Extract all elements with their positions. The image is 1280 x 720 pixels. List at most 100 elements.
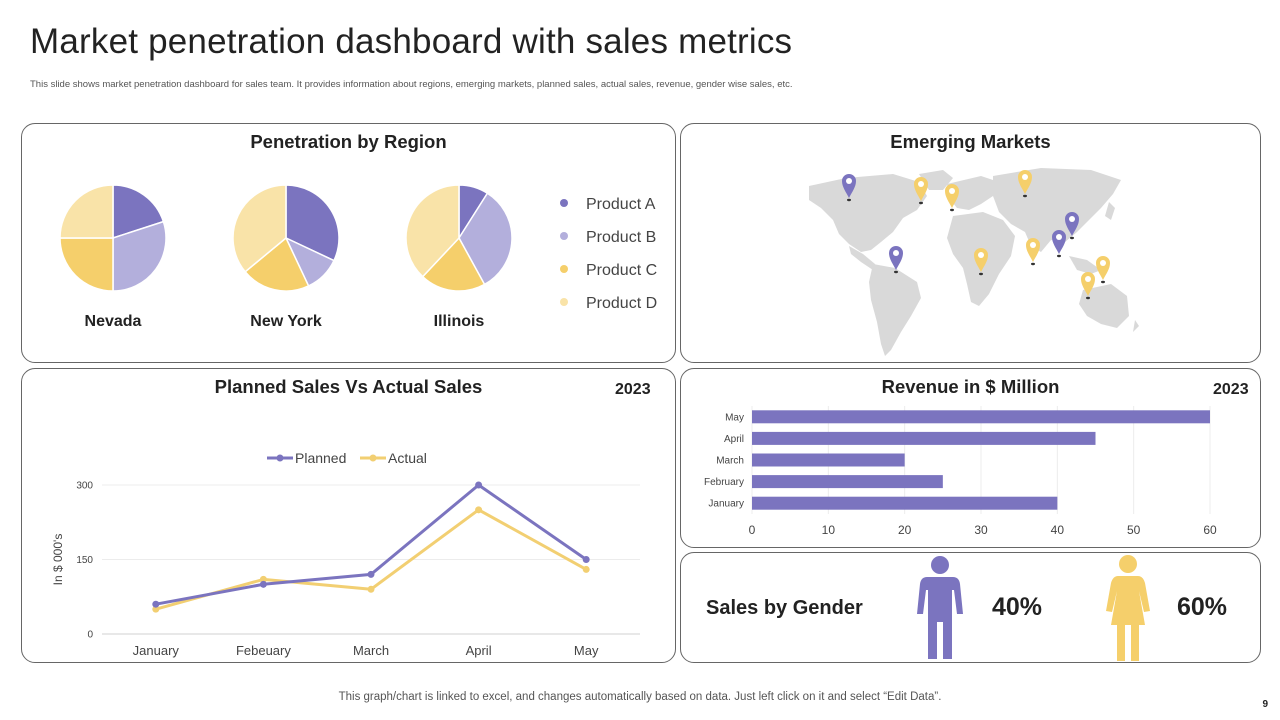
- data-point-actual[interactable]: [475, 506, 483, 514]
- market-pins: [842, 170, 1110, 300]
- map-pin-icon[interactable]: [1052, 230, 1066, 258]
- map-pin-icon[interactable]: [1065, 212, 1079, 240]
- gender-panel: Sales by Gender 40% 60%: [680, 552, 1261, 663]
- planned-actual-panel: Planned Sales Vs Actual Sales 2023 0 150 3…: [21, 368, 676, 663]
- x-tick-label: 30: [974, 523, 988, 537]
- y-tick-label: 150: [76, 555, 93, 566]
- penetration-title: Penetration by Region: [250, 131, 447, 152]
- map-pin-icon[interactable]: [1081, 272, 1095, 300]
- pie-slice-new-york-product-d[interactable]: [232, 184, 287, 273]
- legend-marker: [560, 265, 568, 273]
- pie-slice-nevada-product-a[interactable]: [112, 184, 165, 240]
- bar-march[interactable]: [752, 453, 905, 467]
- y-tick-label: March: [716, 456, 744, 467]
- map-pin-icon[interactable]: [842, 174, 856, 202]
- x-tick-label: Febeuary: [236, 643, 291, 658]
- page-number: 9: [1262, 699, 1268, 710]
- gender-label: Sales by Gender: [706, 597, 863, 619]
- bar-april[interactable]: [752, 431, 1096, 445]
- pie-label: Nevada: [85, 313, 142, 330]
- data-point-planned[interactable]: [259, 580, 267, 588]
- data-point-planned[interactable]: [475, 481, 483, 489]
- bar-may[interactable]: [752, 410, 1210, 424]
- male-icon: [917, 556, 963, 659]
- map-pin-icon[interactable]: [1018, 170, 1032, 198]
- y-tick-label: February: [704, 477, 744, 488]
- pie-label: Illinois: [434, 313, 485, 330]
- europe-shape: [947, 176, 999, 210]
- legend-label: Product C: [586, 262, 657, 279]
- page-title: Market penetration dashboard with sales …: [30, 22, 793, 61]
- y-tick-label: 0: [87, 630, 93, 641]
- bar-january[interactable]: [752, 496, 1058, 510]
- legend-marker: [369, 454, 377, 462]
- legend-marker: [560, 298, 568, 306]
- penetration-pies[interactable]: Nevada New York Illinois Product A Product B…: [22, 124, 677, 364]
- female-percentage: 60%: [1177, 593, 1228, 621]
- se-asia-islands-shape: [1069, 256, 1101, 274]
- map-pin-icon[interactable]: [1096, 256, 1110, 284]
- world-map-land: [809, 168, 1139, 356]
- x-tick-label: 40: [1051, 523, 1065, 537]
- map-pin-icon[interactable]: [1026, 238, 1040, 266]
- male-percentage: 40%: [992, 593, 1043, 621]
- x-tick-label: 50: [1127, 523, 1141, 537]
- planned-actual-title: Planned Sales Vs Actual Sales: [214, 376, 483, 397]
- emerging-markets-panel: Emerging Markets: [680, 123, 1261, 363]
- map-pin-icon[interactable]: [889, 246, 903, 274]
- north-america-shape: [809, 174, 927, 252]
- penetration-panel: Penetration by Region Nevada New York Illi…: [21, 123, 676, 363]
- map-pin-icon[interactable]: [945, 184, 959, 212]
- legend-label: Planned: [295, 450, 346, 466]
- x-tick-label: 10: [822, 523, 836, 537]
- page-subtitle: This slide shows market penetration dash…: [30, 79, 793, 90]
- pie-slice-new-york-product-a[interactable]: [285, 184, 340, 262]
- pie-slice-new-york-product-c[interactable]: [244, 236, 310, 292]
- x-tick-label: 0: [749, 523, 756, 537]
- x-tick-label: 20: [898, 523, 912, 537]
- revenue-title: Revenue in $ Million: [881, 376, 1060, 397]
- japan-shape: [1105, 202, 1115, 220]
- bar-february[interactable]: [752, 475, 943, 489]
- data-point-actual[interactable]: [259, 575, 267, 583]
- data-point-actual[interactable]: [582, 565, 590, 573]
- pie-slice-nevada-product-d[interactable]: [59, 184, 114, 239]
- planned-actual-chart[interactable]: 0 150 300 In $ 000's January Febeuary March Apr…: [22, 369, 677, 664]
- female-icon: [1106, 555, 1150, 661]
- y-tick-label: May: [725, 412, 744, 423]
- x-tick-label: March: [353, 643, 389, 658]
- south-america-shape: [869, 264, 921, 356]
- pie-label: New York: [250, 313, 322, 330]
- x-tick-label: January: [133, 643, 180, 658]
- data-point-actual[interactable]: [367, 585, 375, 593]
- legend-label: Product D: [586, 295, 657, 312]
- pie-slice-illinois-product-d[interactable]: [405, 184, 460, 278]
- pie-slice-nevada-product-c[interactable]: [59, 237, 114, 292]
- revenue-chart[interactable]: 0 10 20 30 40 50 60 January February March April Ma…: [681, 369, 1262, 549]
- pie-slice-nevada-product-b[interactable]: [112, 220, 167, 292]
- data-point-planned[interactable]: [152, 600, 160, 608]
- x-tick-label: 60: [1203, 523, 1217, 537]
- data-point-actual[interactable]: [152, 605, 160, 613]
- y-tick-label: January: [708, 499, 744, 510]
- footer-note: This graph/chart is linked to excel, and…: [338, 691, 942, 703]
- legend-marker: [560, 199, 568, 207]
- revenue-panel: Revenue in $ Million 2023 0 10 20 30 40 50 60 J…: [680, 368, 1261, 548]
- pie-slice-illinois-product-c[interactable]: [421, 236, 486, 292]
- legend-marker: [276, 454, 284, 462]
- legend-label: Product B: [586, 229, 656, 246]
- map-pin-icon[interactable]: [974, 248, 988, 276]
- map-pin-icon[interactable]: [914, 177, 928, 205]
- data-point-planned[interactable]: [367, 570, 375, 578]
- y-tick-label: April: [724, 434, 744, 445]
- legend-marker: [560, 232, 568, 240]
- emerging-markets-title: Emerging Markets: [890, 131, 1051, 152]
- legend-label: Actual: [388, 450, 427, 466]
- world-map: [809, 168, 1139, 356]
- australia-shape: [1079, 284, 1129, 328]
- new-zealand-shape: [1133, 320, 1139, 332]
- y-tick-label: 300: [76, 481, 93, 492]
- data-point-planned[interactable]: [582, 556, 590, 563]
- y-axis-label: In $ 000's: [51, 534, 65, 586]
- legend-label: Product A: [586, 196, 656, 213]
